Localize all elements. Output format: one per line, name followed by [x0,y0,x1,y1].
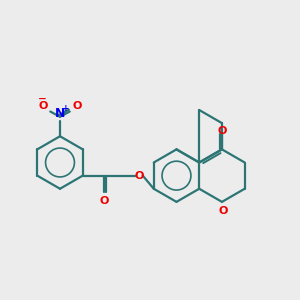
Text: +: + [62,104,69,113]
Text: −: − [38,94,46,103]
Text: O: O [134,171,144,181]
Text: O: O [72,100,82,110]
Text: O: O [99,196,109,206]
Text: O: O [217,126,226,136]
Text: O: O [39,100,48,110]
Text: N: N [55,107,65,120]
Text: O: O [218,206,228,216]
